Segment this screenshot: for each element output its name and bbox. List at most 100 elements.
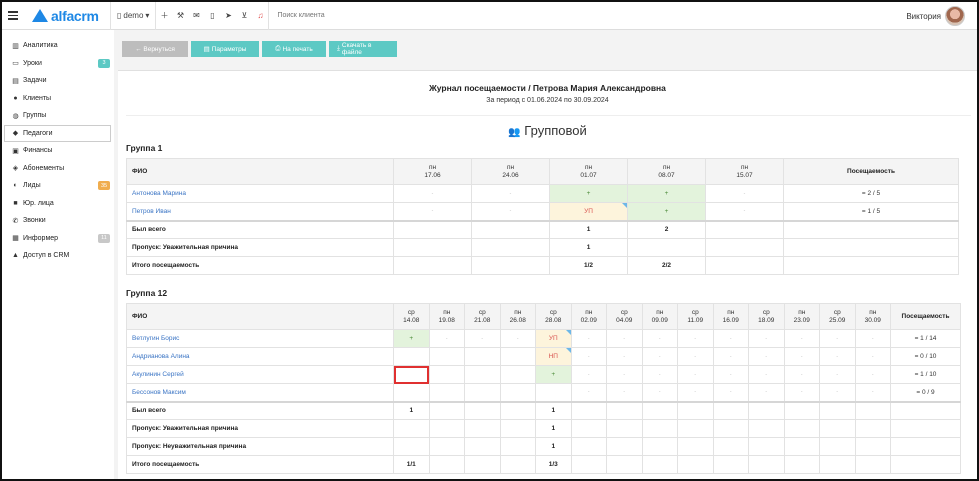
search-box[interactable]	[269, 2, 769, 30]
attendance-cell[interactable]: -	[677, 365, 714, 384]
attendance-cell[interactable]: -	[854, 329, 891, 348]
attendance-cell[interactable]: -	[712, 383, 749, 402]
sidebar-item-6[interactable]: ▣ Финансы	[2, 142, 114, 160]
attendance-cell[interactable]	[393, 365, 430, 384]
bell-icon[interactable]: ♫	[257, 11, 264, 20]
back-button[interactable]: ← Вернуться	[122, 41, 188, 57]
attendance-cell[interactable]: -	[783, 329, 820, 348]
attendance-cell[interactable]: +	[393, 329, 430, 348]
attendance-cell[interactable]: -	[606, 365, 643, 384]
sidebar-item-10[interactable]: ✆ Звонки	[2, 212, 114, 230]
attendance-cell[interactable]: +	[627, 202, 706, 221]
attendance-cell[interactable]: -	[705, 184, 784, 203]
attendance-cell[interactable]: -	[819, 383, 856, 402]
attendance-cell[interactable]: НП	[535, 347, 572, 366]
attendance-cell[interactable]: +	[549, 184, 628, 203]
attendance-cell[interactable]: -	[705, 202, 784, 221]
attendance-cell[interactable]	[499, 347, 536, 366]
attendance-cell[interactable]: +	[535, 365, 572, 384]
attendance-cell[interactable]: -	[471, 202, 550, 221]
attendance-cell[interactable]: -	[677, 383, 714, 402]
user-menu[interactable]: Виктория	[906, 2, 965, 30]
student-name-link[interactable]: Петров Иван	[126, 202, 394, 221]
attendance-cell[interactable]: -	[712, 347, 749, 366]
attendance-cell[interactable]: -	[783, 347, 820, 366]
attendance-cell[interactable]	[535, 383, 572, 402]
attendance-cell[interactable]	[428, 347, 465, 366]
sidebar-item-4[interactable]: ◍ Группы	[2, 107, 114, 125]
attendance-cell[interactable]: -	[499, 329, 536, 348]
sidebar-item-0[interactable]: ▥ Аналитика	[2, 37, 114, 55]
attendance-cell[interactable]: -	[570, 347, 607, 366]
print-button[interactable]: ⎙ На печать	[262, 41, 326, 57]
logo[interactable]: alfacrm	[24, 8, 110, 24]
attendance-cell[interactable]: -	[748, 347, 785, 366]
envelope-icon[interactable]: ✉	[193, 11, 200, 20]
attendance-cell[interactable]: -	[641, 383, 678, 402]
attendance-cell[interactable]: -	[783, 365, 820, 384]
attendance-cell[interactable]	[428, 383, 465, 402]
sidebar-item-2[interactable]: ▤ Задачи	[2, 72, 114, 90]
attendance-cell[interactable]: -	[783, 383, 820, 402]
attendance-cell[interactable]	[499, 383, 536, 402]
attendance-cell[interactable]	[428, 365, 465, 384]
attendance-cell[interactable]: -	[677, 329, 714, 348]
attendance-cell[interactable]: -	[712, 365, 749, 384]
attendance-cell[interactable]: -	[748, 329, 785, 348]
sidebar-item-7[interactable]: ◈ Абонементы	[2, 160, 114, 178]
attendance-cell[interactable]: -	[641, 365, 678, 384]
attendance-cell[interactable]: -	[606, 383, 643, 402]
attendance-cell[interactable]: -	[471, 184, 550, 203]
student-name-link[interactable]: Антонова Марина	[126, 184, 394, 203]
attendance-cell[interactable]: -	[570, 365, 607, 384]
attendance-cell[interactable]: -	[570, 383, 607, 402]
attendance-cell[interactable]: -	[606, 329, 643, 348]
attendance-cell[interactable]: -	[854, 347, 891, 366]
attendance-cell[interactable]: -	[464, 329, 501, 348]
download-button[interactable]: ⤓ Скачать в файле	[329, 41, 397, 57]
wrench-icon[interactable]: ⚒	[176, 11, 185, 20]
student-name-link[interactable]: Ветлугин Борис	[126, 329, 394, 348]
attendance-cell[interactable]	[464, 347, 501, 366]
attendance-cell[interactable]	[464, 365, 501, 384]
attendance-cell[interactable]: -	[748, 365, 785, 384]
sidebar-item-9[interactable]: ■ Юр. лица	[2, 195, 114, 213]
plus-icon[interactable]: ＋	[160, 11, 169, 20]
sidebar-item-1[interactable]: ▭ Уроки 3	[2, 55, 114, 73]
attendance-cell[interactable]: -	[393, 202, 472, 221]
attendance-cell[interactable]: -	[428, 329, 465, 348]
attendance-cell[interactable]: -	[819, 365, 856, 384]
attendance-cell[interactable]: -	[712, 329, 749, 348]
sidebar-item-11[interactable]: ▦ Информер 11	[2, 230, 114, 248]
attendance-cell[interactable]: -	[641, 347, 678, 366]
attendance-cell[interactable]: -	[819, 347, 856, 366]
attendance-cell[interactable]: -	[854, 365, 891, 384]
attendance-cell[interactable]	[464, 383, 501, 402]
student-name-link[interactable]: Бессонов Максим	[126, 383, 394, 402]
attendance-cell[interactable]: УП	[535, 329, 572, 348]
attendance-cell[interactable]: -	[606, 347, 643, 366]
attendance-cell[interactable]: -	[570, 329, 607, 348]
cart-icon[interactable]: ⊻	[241, 11, 248, 20]
sidebar-item-8[interactable]: ◐ Лиды 35	[2, 177, 114, 195]
search-input[interactable]	[277, 12, 578, 19]
avatar[interactable]	[945, 6, 965, 26]
telegram-icon[interactable]: ➤	[225, 11, 232, 20]
attendance-cell[interactable]: -	[393, 184, 472, 203]
attendance-cell[interactable]	[393, 347, 430, 366]
sidebar-item-5[interactable]: ◆ Педагоги	[4, 124, 111, 142]
attendance-cell[interactable]: -	[677, 347, 714, 366]
attendance-cell[interactable]: -	[854, 383, 891, 402]
sidebar-item-12[interactable]: ▲ Доступ в CRM	[2, 247, 114, 265]
student-name-link[interactable]: Андрианова Алина	[126, 347, 394, 366]
branch-select[interactable]: ▯ demo ▾	[111, 2, 155, 30]
attendance-cell[interactable]	[499, 365, 536, 384]
attendance-cell[interactable]: +	[627, 184, 706, 203]
attendance-cell[interactable]: УП	[549, 202, 628, 221]
attendance-cell[interactable]: -	[641, 329, 678, 348]
student-name-link[interactable]: Акулинин Сергей	[126, 365, 394, 384]
attendance-cell[interactable]: -	[819, 329, 856, 348]
menu-icon[interactable]	[2, 2, 24, 30]
sidebar-item-3[interactable]: ● Клиенты	[2, 90, 114, 108]
params-button[interactable]: ▤ Параметры	[191, 41, 259, 57]
